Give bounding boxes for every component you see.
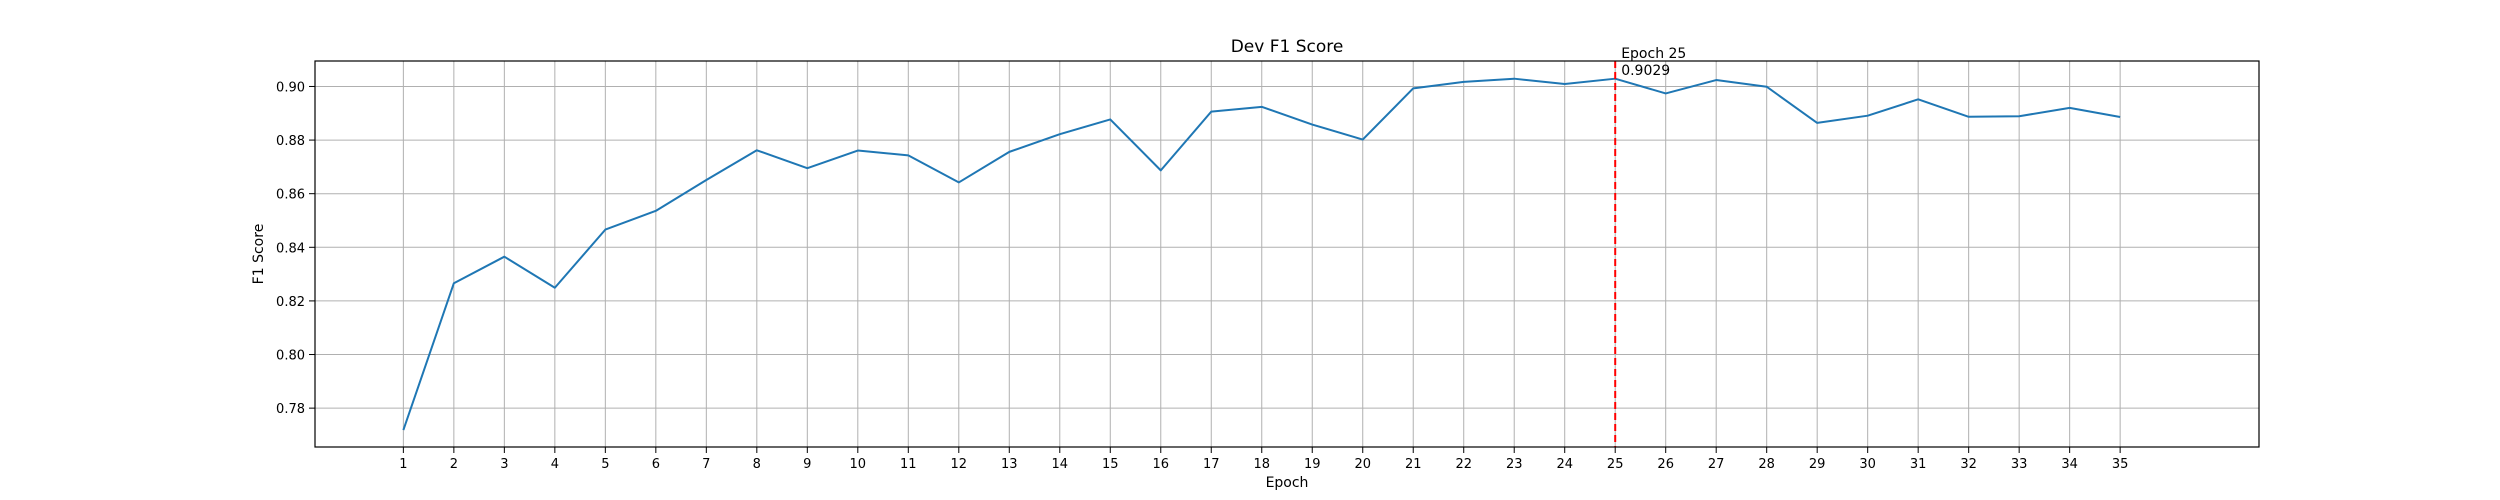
x-tick-label: 7 [702, 457, 710, 472]
x-tick-label: 23 [1506, 457, 1523, 472]
series-layer [402, 77, 2121, 431]
x-tick-label: 24 [1556, 457, 1573, 472]
x-tick-label: 22 [1455, 457, 1472, 472]
x-tick-label: 28 [1758, 457, 1775, 472]
x-tick-label: 3 [500, 457, 508, 472]
x-tick-label: 8 [753, 457, 761, 472]
x-tick-label: 13 [1001, 457, 1018, 472]
x-tick-label: 9 [803, 457, 811, 472]
y-axis-label: F1 Score [251, 224, 267, 285]
x-tick-label: 30 [1859, 457, 1876, 472]
x-tick-label: 5 [601, 457, 609, 472]
x-tick-label: 11 [900, 457, 917, 472]
x-tick-label: 32 [1960, 457, 1977, 472]
x-tick-label: 19 [1304, 457, 1321, 472]
best-epoch-value: 0.9029 [1621, 63, 1670, 79]
x-tick-label: 1 [399, 457, 407, 472]
y-tick-label: 0.82 [276, 295, 305, 310]
x-tick-label: 2 [450, 457, 458, 472]
x-tick-label: 21 [1405, 457, 1422, 472]
f1-series-line [402, 77, 2121, 431]
x-tick-label: 10 [850, 457, 867, 472]
x-tick-label: 29 [1809, 457, 1826, 472]
x-tick-label: 6 [652, 457, 660, 472]
y-tick-label: 0.88 [276, 134, 305, 149]
x-tick-label: 12 [951, 457, 968, 472]
x-tick-label: 15 [1102, 457, 1119, 472]
x-tick-label: 17 [1203, 457, 1220, 472]
x-tick-label: 27 [1708, 457, 1725, 472]
x-axis-label: Epoch [1266, 475, 1309, 491]
grid [315, 61, 2259, 447]
axis-ticks: 1 2 3 4 5 6 7 8 9 10 11 12 13 14 15 16 17 18 19 20 21 22 23 24 2… [276, 80, 2128, 472]
best-epoch-label: Epoch 25 [1621, 46, 1686, 62]
x-tick-label: 20 [1354, 457, 1371, 472]
x-tick-label: 31 [1910, 457, 1927, 472]
x-tick-label: 33 [2011, 457, 2028, 472]
y-tick-label: 0.86 [276, 188, 305, 203]
x-tick-label: 4 [551, 457, 559, 472]
y-tick-label: 0.90 [276, 80, 305, 95]
x-tick-label: 35 [2112, 457, 2129, 472]
chart-title: Dev F1 Score [1231, 37, 1344, 57]
x-tick-label: 34 [2061, 457, 2078, 472]
x-tick-label: 16 [1152, 457, 1169, 472]
x-tick-label: 18 [1253, 457, 1270, 472]
x-tick-label: 26 [1657, 457, 1674, 472]
y-tick-label: 0.80 [276, 349, 305, 364]
y-tick-label: 0.84 [276, 241, 305, 256]
x-tick-label: 14 [1052, 457, 1069, 472]
y-tick-label: 0.78 [276, 402, 305, 417]
x-tick-label: 25 [1607, 457, 1624, 472]
plot-frame [314, 60, 2260, 448]
